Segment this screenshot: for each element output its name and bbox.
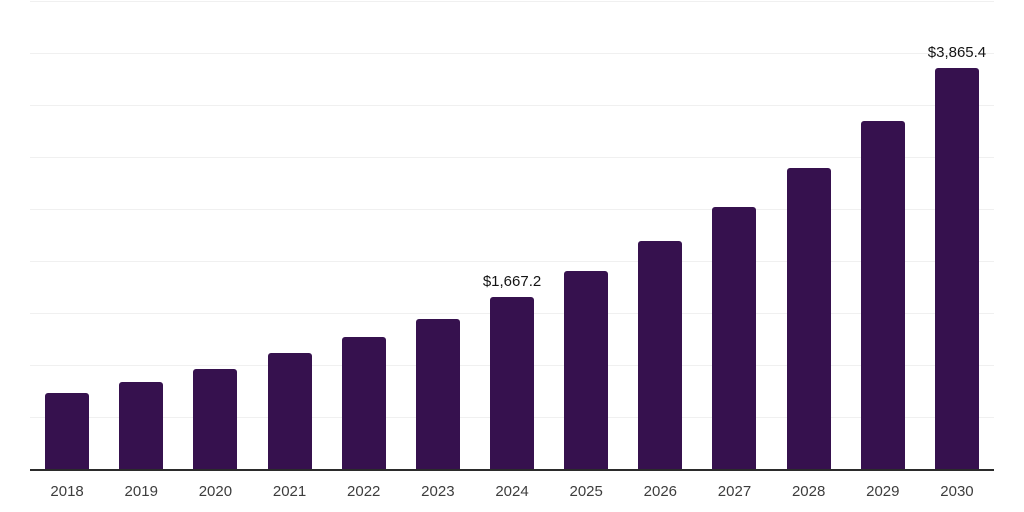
x-axis-label-2027: 2027 [717, 483, 752, 500]
bar-slot-2025 [549, 2, 623, 470]
gridline [30, 209, 994, 210]
gridline [30, 1, 994, 2]
x-axis-label-2030: 2030 [940, 483, 974, 500]
x-axis-label-2029: 2029 [866, 483, 900, 500]
bar-2019 [119, 382, 164, 470]
bar-2030 [934, 68, 979, 470]
x-axis-label-2024: 2024 [495, 483, 529, 500]
bar-slot-2018 [30, 2, 104, 470]
bar-slot-2026 [623, 2, 697, 470]
bar-series: $1,667.2 $3,865.4 [30, 2, 994, 470]
x-axis-label-2020: 2020 [198, 483, 233, 500]
data-label-2030: $3,865.4 [927, 44, 987, 61]
x-axis-label-2019: 2019 [124, 483, 158, 500]
bar-2020 [193, 369, 238, 470]
plot-area: $1,667.2 $3,865.4 [30, 1, 994, 470]
bar-slot-2028 [772, 2, 846, 470]
bar-slot-2029 [846, 2, 920, 470]
bar-slot-2023 [401, 2, 475, 470]
bar-2024 [490, 296, 535, 470]
bar-slot-2027 [697, 2, 771, 470]
x-axis-line [30, 469, 994, 471]
bar-slot-2020 [178, 2, 252, 470]
gridline [30, 261, 994, 262]
bar-2026 [638, 241, 683, 470]
bar-slot-2022 [327, 2, 401, 470]
x-axis-label-2023: 2023 [421, 483, 455, 500]
data-label-2024: $1,667.2 [482, 272, 542, 290]
bar-2025 [564, 271, 609, 470]
x-axis-label-2018: 2018 [50, 483, 84, 500]
bar-slot-2024: $1,667.2 [475, 2, 549, 470]
bar-slot-2019 [104, 2, 178, 470]
x-axis-label-2025: 2025 [569, 483, 603, 500]
gridline [30, 105, 994, 106]
gridline [30, 53, 994, 54]
bar-2018 [45, 393, 90, 470]
x-axis-label-2026: 2026 [643, 483, 678, 500]
gridline [30, 157, 994, 158]
x-axis-label-2021: 2021 [272, 483, 307, 500]
x-axis-label-2022: 2022 [347, 483, 381, 500]
bar-2029 [860, 120, 905, 470]
bar-slot-2021 [252, 2, 326, 470]
x-axis-label-2028: 2028 [791, 483, 826, 500]
bar-2021 [267, 353, 312, 470]
bar-slot-2030: $3,865.4 [920, 2, 994, 470]
bar-2028 [786, 167, 831, 470]
bar-2022 [341, 336, 386, 470]
bar-2027 [712, 206, 757, 470]
x-axis-tick-labels: 2018 2019 2020 2021 2022 2023 2024 2025 2026 2027… [30, 483, 994, 500]
bar-2023 [415, 319, 460, 470]
